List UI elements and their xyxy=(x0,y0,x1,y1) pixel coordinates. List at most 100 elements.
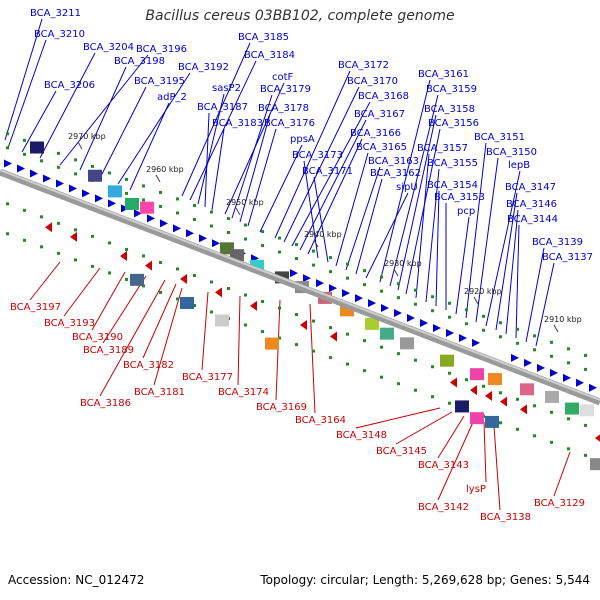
gene-label-forward: sipU xyxy=(396,182,418,193)
track-dot xyxy=(74,228,77,232)
gene-label-forward: BCA_3204 xyxy=(83,42,134,53)
gene-label-reverse: BCA_3169 xyxy=(256,402,307,413)
gene-leader-line xyxy=(345,166,381,271)
feature-block xyxy=(125,197,139,210)
track-dot xyxy=(516,397,519,401)
gene-label-reverse: BCA_3193 xyxy=(44,318,95,329)
forward-gene-arrow xyxy=(537,363,545,372)
feature-block xyxy=(520,383,534,396)
gene-label-forward: BCA_3171 xyxy=(302,166,353,177)
forward-gene-arrow xyxy=(433,323,441,332)
reverse-gene-arrow xyxy=(120,251,127,261)
track-dot xyxy=(448,371,451,375)
gene-label-reverse: BCA_3181 xyxy=(134,387,185,398)
track-dot xyxy=(261,244,264,248)
feature-block xyxy=(400,337,414,350)
track-dot xyxy=(550,440,553,444)
reverse-gene-arrow xyxy=(45,222,52,233)
gene-label-forward: BCA_3172 xyxy=(338,60,389,71)
ruler-tick xyxy=(393,268,399,277)
track-dot xyxy=(448,315,451,319)
reverse-gene-arrow xyxy=(70,231,77,242)
forward-gene-arrow xyxy=(576,378,584,387)
gene-leader-line xyxy=(303,160,319,259)
track-dot xyxy=(227,287,230,291)
reverse-gene-arrow xyxy=(520,404,527,415)
track-dot xyxy=(584,423,587,427)
gene-leader-line xyxy=(365,192,409,279)
gene-label-forward: BCA_3178 xyxy=(258,103,309,114)
gene-label-forward: BCA_3156 xyxy=(428,118,479,129)
forward-gene-arrow xyxy=(368,299,376,308)
reverse-gene-arrow xyxy=(485,390,492,401)
track-dot xyxy=(567,447,570,451)
feature-block xyxy=(545,390,559,403)
reverse-gene-arrow xyxy=(215,287,222,298)
gene-label-reverse: BCA_3145 xyxy=(376,446,427,457)
gene-leader-line xyxy=(129,102,170,191)
gene-label-forward: BCA_3185 xyxy=(238,32,289,43)
gene-label-reverse: BCA_3186 xyxy=(80,398,131,409)
forward-gene-arrow xyxy=(459,333,467,342)
gene-leader-line xyxy=(99,86,147,179)
forward-gene-arrow xyxy=(17,164,25,173)
track-dot xyxy=(363,269,366,273)
gene-leader-line xyxy=(495,192,518,331)
gene-label-forward: BCA_3187 xyxy=(197,102,248,113)
feature-block xyxy=(470,368,484,381)
track-dot xyxy=(567,417,570,421)
feature-block xyxy=(470,412,484,425)
gene-leader-line xyxy=(102,275,147,344)
track-dot xyxy=(329,270,332,274)
gene-label-forward: BCA_3157 xyxy=(417,143,468,154)
track-dot xyxy=(57,221,60,225)
track-dot xyxy=(397,282,400,286)
track-dot xyxy=(516,427,519,431)
gene-label-forward: BCA_3159 xyxy=(426,84,477,95)
track-dot xyxy=(380,289,383,293)
gene-label-forward: BCA_3173 xyxy=(292,150,343,161)
accession-label: Accession: NC_012472 xyxy=(8,573,145,587)
gene-leader-line xyxy=(189,60,257,201)
track-dot xyxy=(210,280,213,284)
reverse-gene-arrow xyxy=(500,396,507,407)
track-dot xyxy=(329,256,332,260)
reverse-gene-arrow xyxy=(145,260,152,271)
track-dot xyxy=(23,208,26,212)
gene-leader-line xyxy=(59,54,149,166)
gene-label-forward: BCA_3198 xyxy=(114,56,165,67)
forward-gene-arrow xyxy=(420,319,428,327)
gene-label-forward: BCA_3211 xyxy=(30,8,81,19)
track-dot xyxy=(448,401,451,405)
forward-gene-arrow xyxy=(355,294,363,303)
feature-block xyxy=(488,373,502,386)
gene-label-forward: BCA_3146 xyxy=(506,199,557,210)
gene-leader-line xyxy=(99,279,166,397)
track-dot xyxy=(193,303,196,307)
track-dot xyxy=(57,165,60,169)
track-dot xyxy=(295,313,298,317)
track-dot xyxy=(397,382,400,386)
track-dot xyxy=(159,204,162,208)
gene-leader-line xyxy=(63,267,101,317)
forward-gene-arrow xyxy=(56,179,64,188)
forward-gene-arrow xyxy=(30,169,38,178)
track-dot xyxy=(516,327,519,331)
track-dot xyxy=(380,375,383,379)
track-dot xyxy=(397,296,400,300)
track-dot xyxy=(6,132,9,136)
gene-leader-line xyxy=(395,411,453,445)
gene-leader-line xyxy=(204,112,210,208)
gene-leader-line xyxy=(313,176,329,263)
track-dot xyxy=(431,395,434,399)
forward-gene-arrow xyxy=(160,219,168,228)
track-dot xyxy=(40,159,43,163)
track-dot xyxy=(312,349,315,353)
track-dot xyxy=(6,202,9,206)
gene-leader-line xyxy=(153,287,183,386)
gene-leader-line xyxy=(7,39,47,149)
track-dot xyxy=(244,223,247,227)
gene-leader-line xyxy=(21,90,57,153)
feature-block xyxy=(455,400,469,413)
